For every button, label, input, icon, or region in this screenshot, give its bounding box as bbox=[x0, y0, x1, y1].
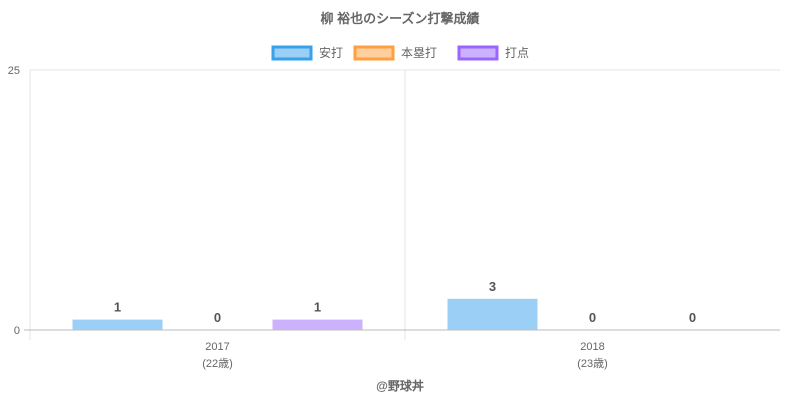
legend-label: 本塁打 bbox=[401, 46, 437, 60]
x-tick-label: 2017 bbox=[205, 341, 229, 353]
bar bbox=[72, 319, 163, 330]
data-label: 1 bbox=[114, 300, 121, 315]
data-label: 1 bbox=[314, 300, 321, 315]
y-tick-label: 0 bbox=[14, 325, 20, 337]
x-tick-sublabel: (22歳) bbox=[202, 357, 233, 370]
x-tick-label: 2018 bbox=[580, 341, 604, 353]
data-label: 0 bbox=[689, 310, 696, 325]
legend-label: 安打 bbox=[319, 45, 343, 60]
watermark: @野球丼 bbox=[376, 378, 424, 393]
legend-label: 打点 bbox=[505, 46, 529, 60]
bar bbox=[447, 298, 538, 330]
x-tick-sublabel: (23歳) bbox=[577, 357, 608, 370]
data-label: 0 bbox=[589, 310, 596, 325]
bar bbox=[272, 319, 363, 330]
chart-title: 柳 裕也のシーズン打撃成績 bbox=[321, 11, 480, 26]
legend-swatch bbox=[271, 45, 313, 61]
y-tick-label: 25 bbox=[8, 65, 20, 77]
data-label: 3 bbox=[489, 279, 496, 294]
data-label: 0 bbox=[214, 310, 221, 325]
legend-swatch bbox=[457, 45, 499, 61]
legend-swatch bbox=[353, 45, 395, 61]
